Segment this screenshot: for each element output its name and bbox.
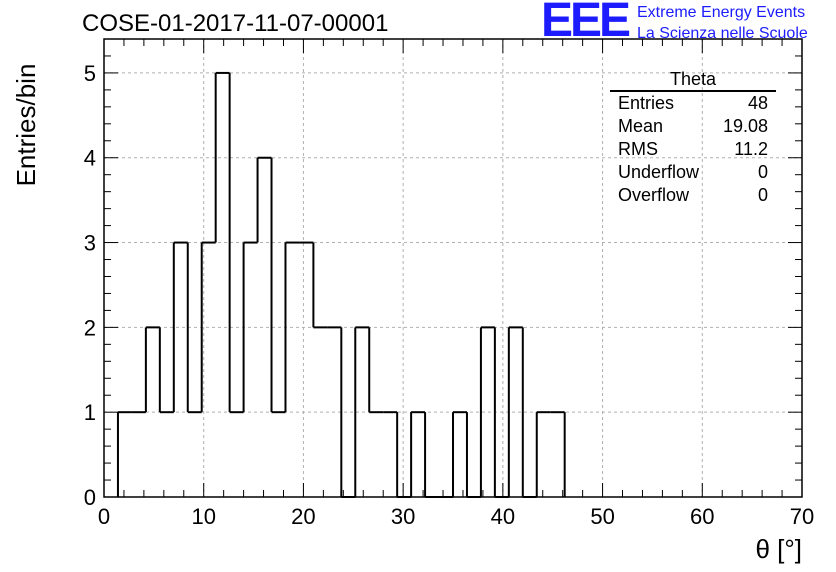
- eee-logo: EEE: [541, 0, 631, 47]
- y-tick-label: 4: [84, 146, 96, 171]
- stats-value: 19.08: [722, 116, 768, 136]
- stats-label: Mean: [618, 116, 664, 136]
- x-tick-label: 60: [690, 504, 714, 529]
- logo-tagline-1: Extreme Energy Events: [637, 4, 806, 21]
- x-tick-label: 50: [590, 504, 614, 529]
- stats-row-entries: Entries 48: [610, 92, 776, 115]
- stats-row-underflow: Underflow 0: [610, 161, 776, 184]
- x-tick-label: 70: [790, 504, 814, 529]
- logo-tagline-2: La Scienza nelle Scuole: [637, 25, 808, 42]
- stats-row-overflow: Overflow 0: [610, 184, 776, 207]
- stats-label: RMS: [618, 139, 658, 159]
- y-tick-label: 3: [84, 231, 96, 256]
- stats-label: Entries: [618, 93, 675, 113]
- stats-label: Underflow: [618, 162, 700, 182]
- x-tick-label: 20: [291, 504, 315, 529]
- stats-value: 48: [747, 93, 768, 113]
- stats-box: Theta Entries 48 Mean 19.08 RMS 11.2 Und…: [610, 68, 776, 207]
- x-tick-label: 40: [491, 504, 515, 529]
- y-tick-label: 0: [84, 485, 96, 510]
- y-axis-label: Entries/bin: [11, 63, 41, 187]
- y-tick-label: 1: [84, 400, 96, 425]
- stats-title: Theta: [610, 68, 776, 92]
- stats-value: 11.2: [734, 139, 768, 159]
- chart-title: COSE-01-2017-11-07-00001: [82, 10, 389, 37]
- y-tick-label: 2: [84, 315, 96, 340]
- x-axis-label: θ [°]: [755, 534, 802, 564]
- x-tick-label: 30: [391, 504, 415, 529]
- x-tick-label: 0: [98, 504, 110, 529]
- y-tick-label: 5: [84, 61, 96, 86]
- x-tick-label: 10: [191, 504, 215, 529]
- stats-row-rms: RMS 11.2: [610, 138, 776, 161]
- stats-value: 0: [757, 162, 768, 182]
- stats-value: 0: [757, 185, 768, 205]
- stats-row-mean: Mean 19.08: [610, 115, 776, 138]
- stats-label: Overflow: [618, 185, 690, 205]
